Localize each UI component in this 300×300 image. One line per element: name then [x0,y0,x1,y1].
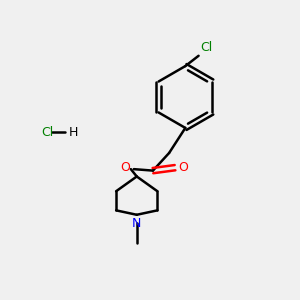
Text: N: N [132,217,141,230]
Text: Cl: Cl [200,41,212,54]
Text: O: O [178,161,188,174]
Text: H: H [69,126,78,139]
Text: O: O [121,161,130,174]
Text: Cl: Cl [41,126,53,139]
